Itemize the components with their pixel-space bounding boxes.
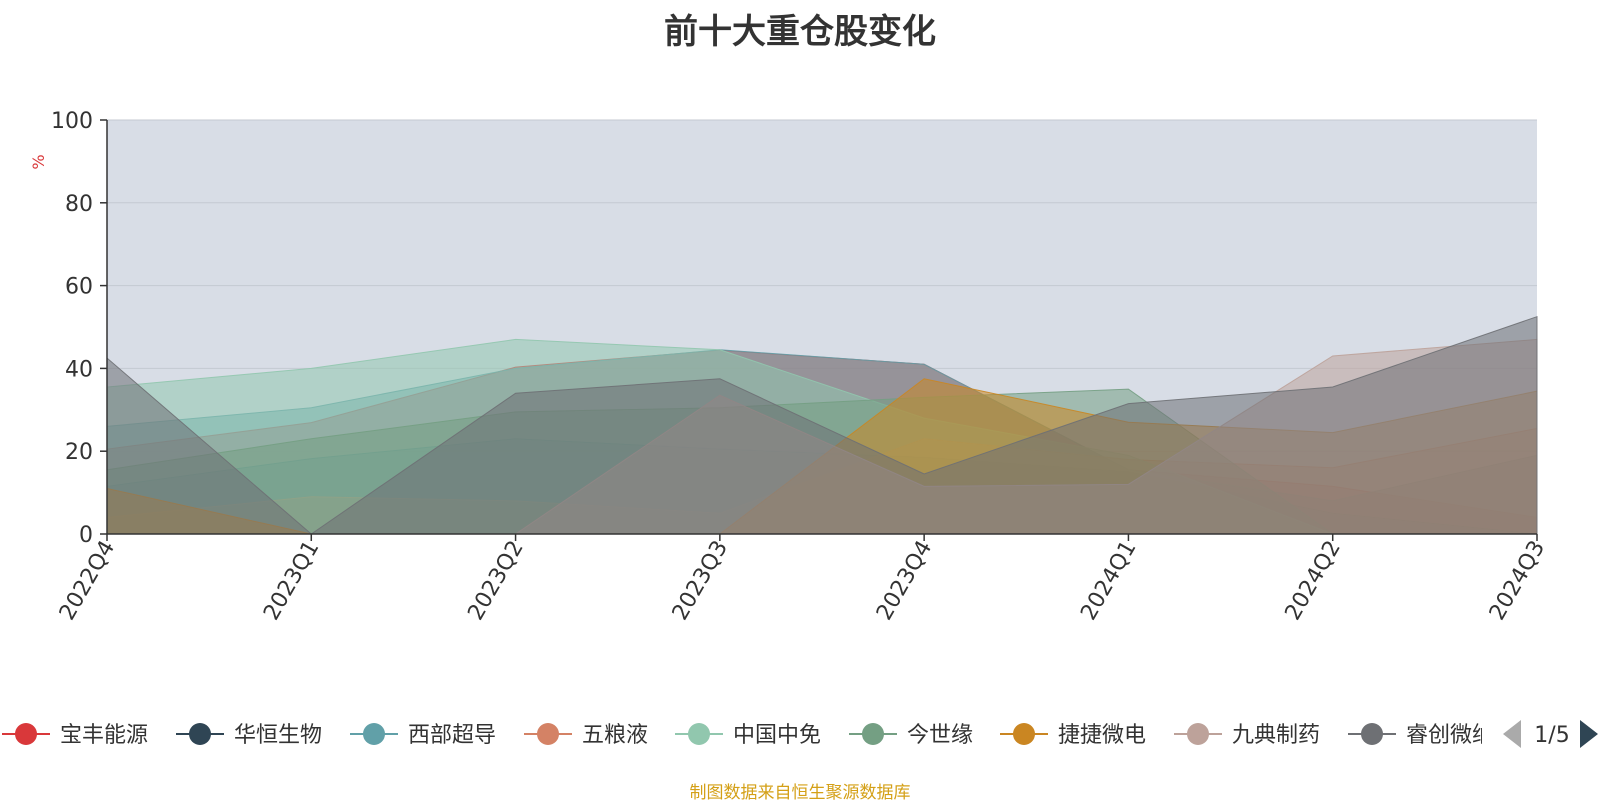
x-tick-label: 2022Q4 xyxy=(55,537,120,625)
legend-next-arrow-icon[interactable] xyxy=(1580,720,1598,748)
legend-label: 九典制药 xyxy=(1232,723,1320,748)
legend-label: 宝丰能源 xyxy=(60,723,148,748)
legend-label: 睿创微纳 xyxy=(1406,723,1494,748)
x-tick-label: 2023Q1 xyxy=(259,537,324,625)
legend-dot-icon xyxy=(1013,723,1035,745)
area-series-group xyxy=(106,315,1538,535)
x-tick-label: 2024Q1 xyxy=(1076,537,1141,625)
axes xyxy=(106,120,1537,535)
legend-page-indicator: 1/5 xyxy=(1534,723,1569,748)
x-tick-label: 2024Q3 xyxy=(1485,537,1550,625)
x-tick-label: 2024Q2 xyxy=(1281,537,1346,625)
chart-title: 前十大重仓股变化 xyxy=(664,12,936,52)
x-tick-label: 2023Q3 xyxy=(668,537,733,625)
y-tick-label: 100 xyxy=(51,109,93,134)
y-tick-label: 60 xyxy=(65,275,93,300)
legend-dot-icon xyxy=(688,723,710,745)
legend-item[interactable]: 今世缘 xyxy=(849,723,973,748)
legend-item[interactable]: 西部超导 xyxy=(350,723,496,748)
legend-item[interactable]: 宝丰能源 xyxy=(2,723,148,748)
legend-label: 今世缘 xyxy=(907,723,973,748)
legend-item[interactable]: 五粮液 xyxy=(524,723,648,748)
y-tick-label: 0 xyxy=(79,523,93,548)
legend-prev-arrow-icon[interactable] xyxy=(1503,720,1521,748)
y-axis-ticks: 0 20 40 60 80 100 xyxy=(51,109,107,548)
legend-label: 五粮液 xyxy=(582,723,648,748)
legend: 宝丰能源 华恒生物 西部超导 五粮液 中国中免 今世缘 捷捷微电 九典制药 睿创微纳 xyxy=(2,723,1494,748)
legend-item[interactable]: 九典制药 xyxy=(1174,723,1320,748)
y-tick-label: 20 xyxy=(65,440,93,465)
y-tick-label: 80 xyxy=(65,192,93,217)
legend-dot-icon xyxy=(363,723,385,745)
legend-dot-icon xyxy=(1187,723,1209,745)
legend-label: 华恒生物 xyxy=(234,723,322,748)
legend-label: 捷捷微电 xyxy=(1058,723,1146,748)
legend-label: 西部超导 xyxy=(408,723,496,748)
legend-item[interactable]: 中国中免 xyxy=(675,723,821,748)
source-note: 制图数据来自恒生聚源数据库 xyxy=(689,783,911,803)
legend-item[interactable]: 华恒生物 xyxy=(176,723,322,748)
legend-dot-icon xyxy=(537,723,559,745)
legend-pager: 1/5 xyxy=(1503,720,1598,748)
legend-dot-icon xyxy=(15,723,37,745)
y-tick-label: 40 xyxy=(65,357,93,382)
legend-item[interactable]: 捷捷微电 xyxy=(1000,723,1146,748)
y-axis-label: % xyxy=(29,154,48,169)
legend-dot-icon xyxy=(189,723,211,745)
legend-label: 中国中免 xyxy=(733,723,821,748)
legend-dot-icon xyxy=(862,723,884,745)
area-series-睿创微纳[interactable] xyxy=(106,315,1538,535)
x-axis-ticks: 2022Q4 2023Q1 2023Q2 2023Q3 2023Q4 2024Q1 2024… xyxy=(55,534,1550,625)
legend-items: 宝丰能源 华恒生物 西部超导 五粮液 中国中免 今世缘 捷捷微电 九典制药 睿创微纳 xyxy=(2,723,1494,748)
legend-item[interactable]: 睿创微纳 xyxy=(1348,723,1494,748)
x-tick-label: 2023Q4 xyxy=(872,537,937,625)
legend-dot-icon xyxy=(1361,723,1383,745)
x-tick-label: 2023Q2 xyxy=(463,537,528,625)
